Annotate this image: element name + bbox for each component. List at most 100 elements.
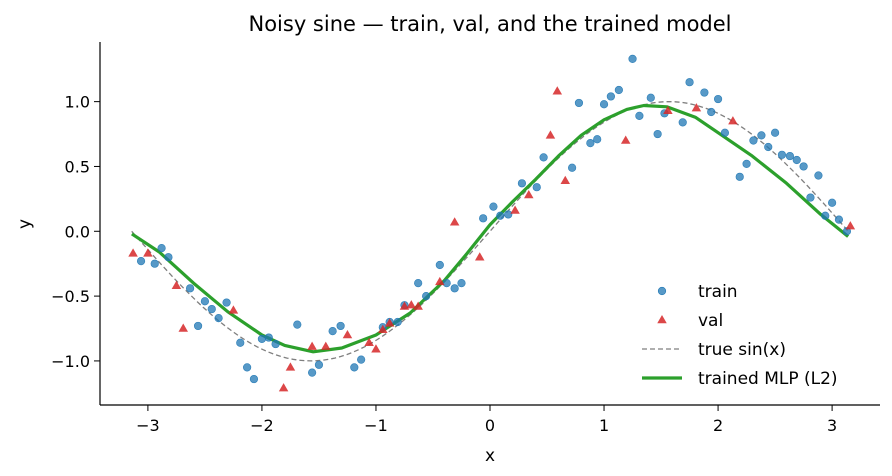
train-point — [479, 214, 488, 223]
val-point — [560, 175, 571, 184]
val-point — [545, 130, 556, 139]
train-point — [517, 179, 527, 188]
val-point — [178, 323, 188, 332]
train-point — [785, 151, 795, 161]
y-tick-label: 0.0 — [65, 222, 90, 241]
train-point — [735, 172, 744, 181]
val-point — [435, 276, 445, 286]
x-tick-label: −3 — [136, 416, 160, 435]
train-point — [586, 139, 595, 148]
train-point — [777, 150, 787, 159]
train-point — [606, 92, 615, 101]
plot-area — [128, 54, 856, 392]
train-point — [646, 93, 655, 102]
x-tick-label: 3 — [827, 416, 837, 435]
train-point — [257, 334, 267, 343]
train-point — [336, 321, 345, 331]
val-point — [406, 300, 417, 309]
val-point — [510, 205, 520, 214]
x-tick-label: 2 — [713, 416, 723, 435]
val-point — [228, 305, 239, 314]
val-point — [691, 103, 702, 112]
val-point — [524, 189, 534, 199]
train-point — [243, 363, 252, 372]
train-point — [799, 162, 808, 171]
train-point — [489, 202, 498, 211]
train-point — [442, 279, 451, 288]
val-point — [552, 86, 563, 95]
train-point — [496, 211, 505, 220]
train-point — [293, 320, 302, 329]
train-point — [157, 244, 166, 253]
train-point — [350, 363, 359, 372]
train-point — [814, 171, 823, 180]
train-point — [757, 131, 766, 140]
train-point — [749, 136, 758, 145]
train-point — [357, 355, 366, 364]
val-point — [342, 329, 353, 339]
axes: −3 −2 −1 0 1 2 3 −1.0 −0.5 0.0 0.5 1.0 — [51, 42, 880, 435]
val-point — [728, 116, 738, 125]
chart-title: Noisy sine — train, val, and the trained… — [248, 12, 731, 36]
legend-label: true sin(x) — [698, 340, 786, 360]
val-point — [413, 301, 423, 310]
train-point — [450, 284, 459, 293]
legend-item: true sin(x) — [642, 340, 786, 360]
val-point — [845, 221, 856, 230]
val-point — [378, 324, 388, 334]
train-point — [236, 338, 245, 347]
train-point — [834, 215, 844, 224]
val-point — [364, 337, 374, 347]
train-point — [185, 284, 195, 293]
x-axis-label: x — [485, 446, 495, 466]
legend-marker — [657, 315, 667, 324]
train-point — [635, 111, 644, 120]
train-point — [539, 153, 548, 162]
train-point — [222, 298, 231, 307]
val-point — [384, 318, 395, 327]
x-tick-label: −1 — [364, 416, 388, 435]
train-point — [314, 360, 324, 369]
train-point — [764, 142, 773, 152]
train-point — [720, 128, 730, 137]
train-point — [678, 118, 687, 127]
train-point — [422, 292, 431, 301]
train-point — [700, 88, 709, 97]
legend-marker — [657, 286, 667, 296]
val-point — [128, 248, 138, 257]
train-point — [249, 374, 259, 384]
val-point — [371, 344, 381, 353]
train-point — [393, 317, 402, 327]
y-axis-label: y — [15, 219, 35, 229]
val-point — [171, 280, 182, 289]
train-point — [821, 211, 830, 220]
train-point — [653, 129, 662, 139]
train-point — [150, 259, 159, 268]
train-point — [271, 339, 280, 349]
legend: train val true sin(x) trained MLP (L2) — [642, 282, 838, 389]
train-point — [742, 159, 751, 168]
mlp-prediction-line — [131, 103, 850, 354]
train-point — [193, 321, 203, 331]
x-tick-label: 0 — [485, 416, 495, 435]
train-point — [328, 327, 337, 336]
y-tick-label: −1.0 — [51, 352, 90, 371]
train-point — [164, 253, 173, 262]
train-point — [593, 135, 602, 144]
train-point — [435, 260, 444, 270]
train-point — [214, 314, 223, 323]
val-point — [399, 301, 410, 310]
val-point — [307, 341, 317, 350]
y-tick-label: −0.5 — [51, 287, 90, 306]
legend-label: val — [698, 311, 723, 331]
train-point — [628, 54, 637, 63]
val-point — [143, 248, 153, 257]
train-point — [806, 193, 815, 202]
train-point — [532, 183, 541, 192]
x-tick-label: −2 — [250, 416, 274, 435]
val-point — [285, 362, 296, 371]
val-point — [474, 252, 485, 261]
x-tick-label: 1 — [599, 416, 609, 435]
y-tick-label: 0.5 — [65, 157, 90, 176]
